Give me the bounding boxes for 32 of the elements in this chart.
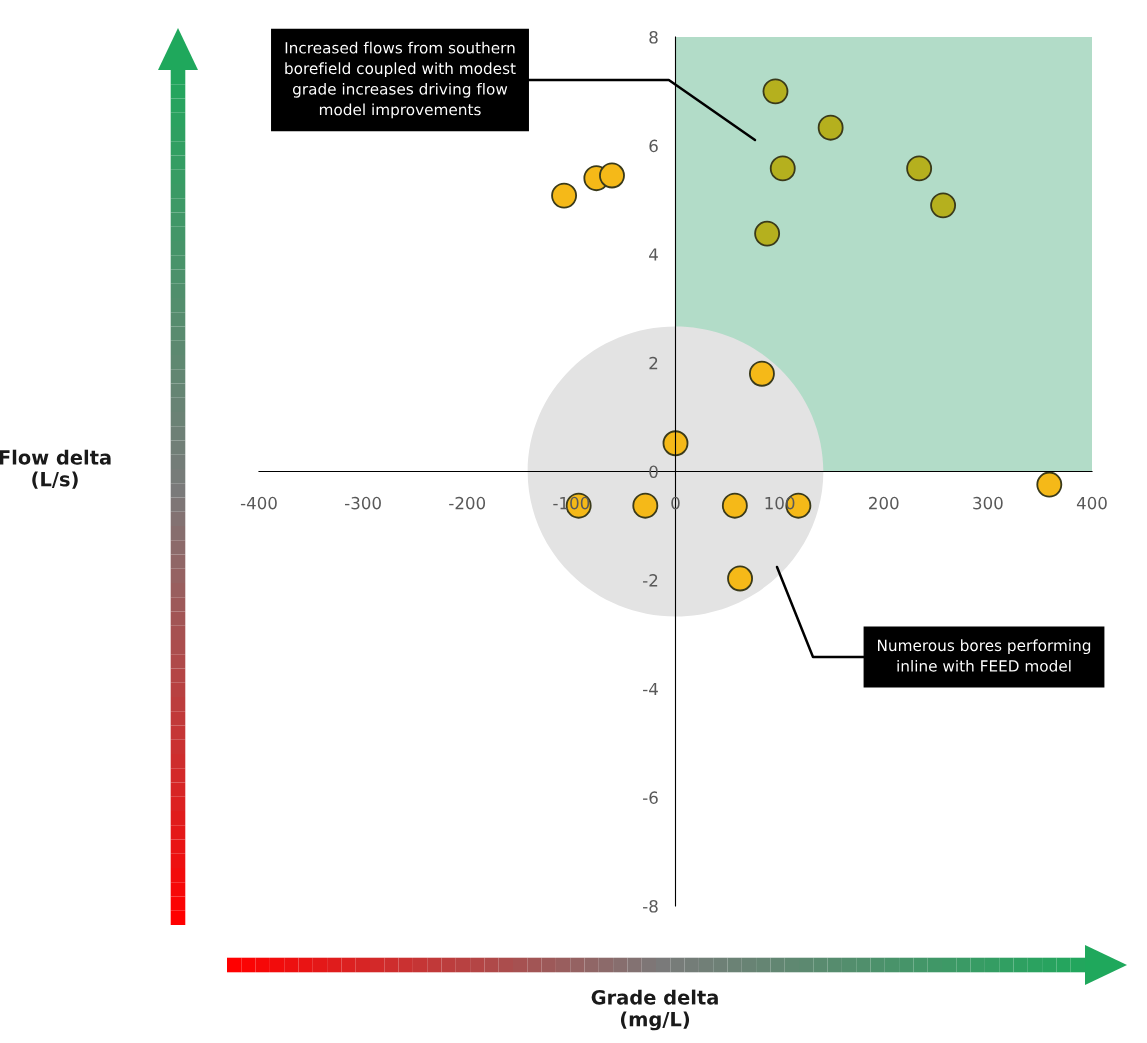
point [762, 78, 789, 105]
point [748, 360, 775, 387]
annotation: Increased flows from southern borefield coupled with modest grade increases driving flow model improvements [285, 41, 516, 119]
point [1036, 471, 1063, 498]
x-tick-label: -400 [240, 496, 277, 510]
y-tick-label: 2 [649, 356, 658, 370]
point [817, 114, 844, 141]
point [727, 565, 753, 592]
x-tick-label: -300 [345, 496, 381, 510]
x-tick-label: -200 [449, 496, 486, 510]
y-tick-label: 8 [649, 30, 658, 44]
x-axis-title: Grade delta (mg/L) [591, 989, 718, 1031]
annotation: Numerous bores performing inline with FEED model [878, 639, 1091, 672]
point [906, 155, 933, 182]
y-tick-label: -6 [643, 791, 658, 804]
point [551, 182, 578, 209]
point [599, 162, 625, 189]
x-tick-label: 400 [1076, 496, 1107, 510]
point [754, 220, 781, 247]
x-tick-label: 300 [973, 496, 1003, 510]
point [632, 492, 659, 519]
y-tick-label: -8 [643, 899, 658, 913]
y-tick-label: -2 [643, 574, 658, 587]
point [662, 430, 689, 457]
x-tick-label: 200 [869, 496, 899, 510]
point [769, 155, 796, 182]
y-tick-label: 6 [649, 139, 658, 153]
text: Flow delta (L/s) [0, 449, 111, 489]
point [930, 192, 957, 219]
y-tick-label: 4 [649, 248, 658, 261]
y-tick-label: -4 [643, 682, 658, 696]
point [721, 492, 748, 519]
